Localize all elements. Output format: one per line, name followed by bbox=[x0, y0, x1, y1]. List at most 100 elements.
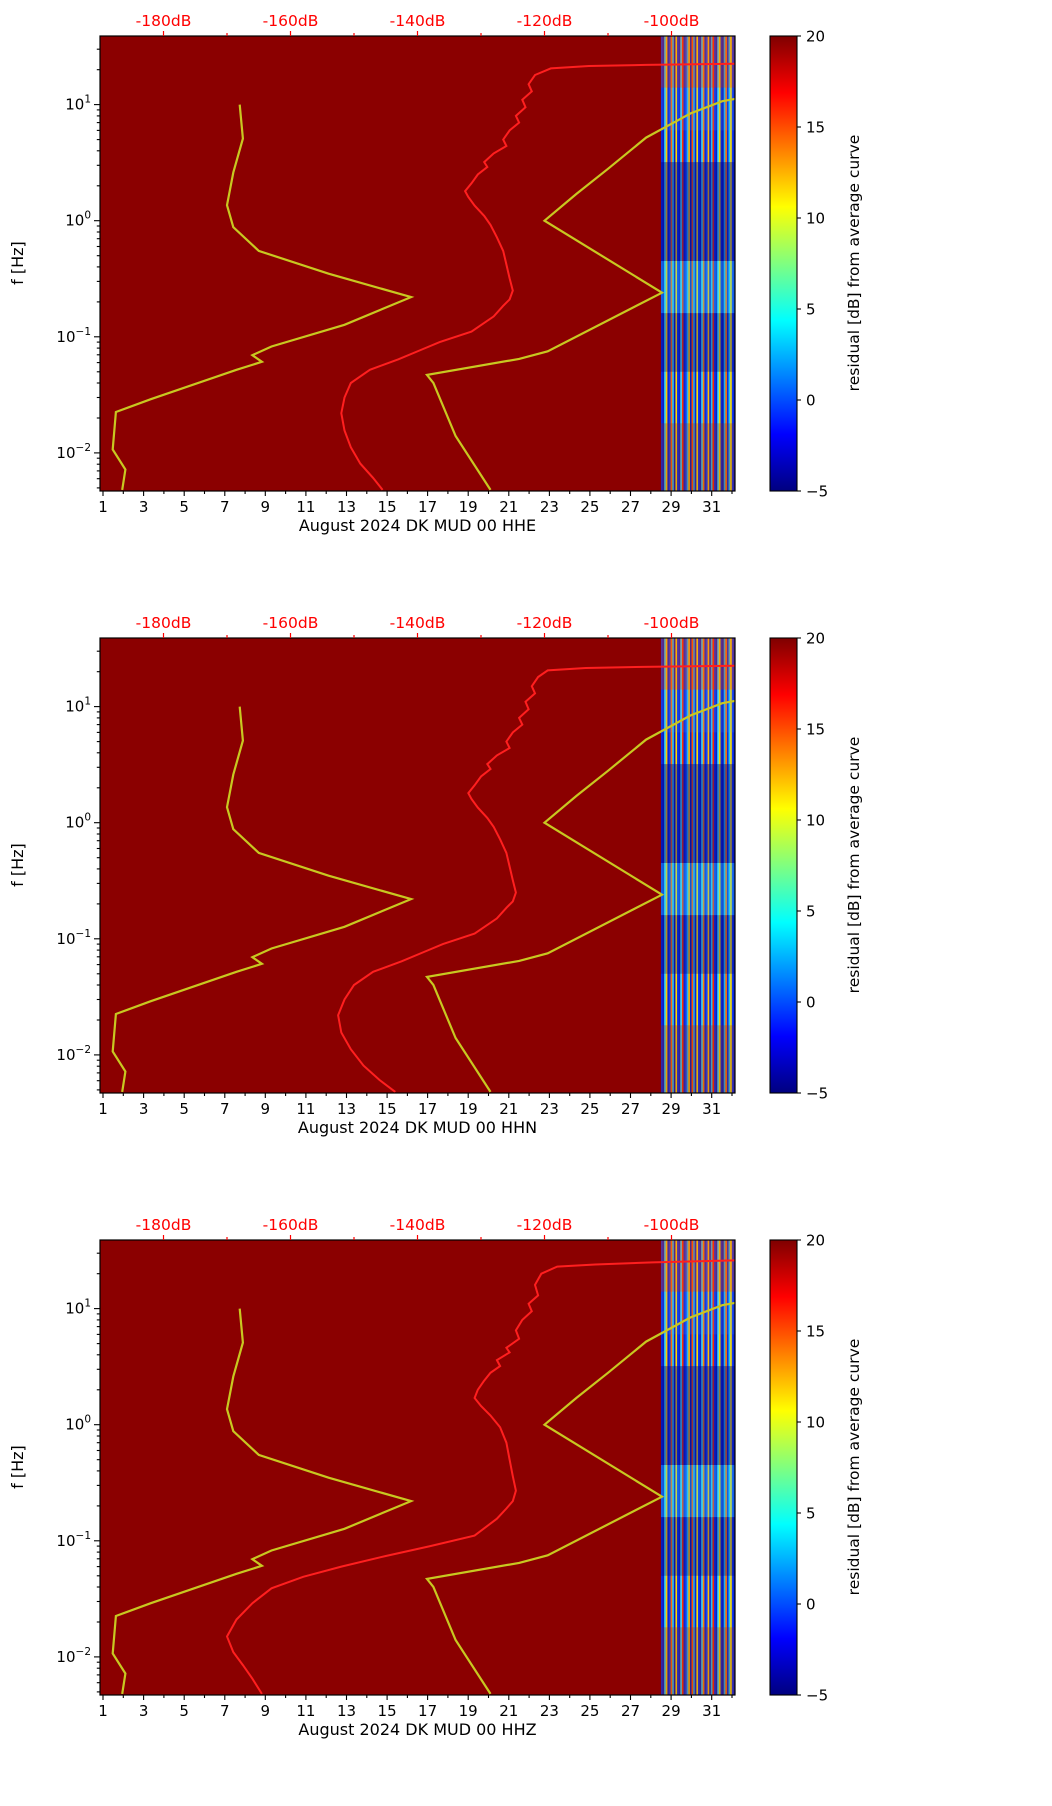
x-tick-label: 17 bbox=[418, 1702, 437, 1720]
spectrogram-column bbox=[694, 1240, 697, 1695]
spectrogram-band-overlay bbox=[660, 162, 735, 261]
colorbar bbox=[769, 35, 798, 492]
spectrogram-column bbox=[664, 1240, 667, 1695]
x-tick-label: 23 bbox=[540, 1702, 559, 1720]
x-tick-label: 13 bbox=[337, 498, 356, 516]
spectrogram-column bbox=[725, 1240, 728, 1695]
spectrogram-column bbox=[720, 638, 723, 1093]
spectrogram-column bbox=[706, 1240, 709, 1695]
y-axis-title: f [Hz] bbox=[8, 843, 27, 887]
spectrogram-column bbox=[726, 1240, 729, 1695]
panel-hhz: 1 3 5 7 9 11 13 15 17 19 21 23 25 27 29 31 10−2 10−1 100 10… bbox=[0, 1204, 1052, 1806]
spectrogram-column bbox=[673, 638, 676, 1093]
x-tick-label: 5 bbox=[179, 1100, 189, 1118]
spectrogram-column bbox=[685, 1240, 688, 1695]
spectrogram-column bbox=[699, 36, 702, 491]
spectrogram-column bbox=[677, 638, 680, 1093]
spectrogram-column bbox=[681, 1240, 684, 1695]
colorbar-title: residual [dB] from average curve bbox=[845, 736, 863, 994]
x-tick-label: 5 bbox=[179, 498, 189, 516]
spectrogram-column bbox=[696, 36, 699, 491]
colorbar bbox=[769, 1239, 798, 1696]
spectrogram-column bbox=[680, 36, 683, 491]
spectrogram-column bbox=[717, 36, 720, 491]
spectrogram-column bbox=[667, 638, 670, 1093]
x-tick-label: 1 bbox=[98, 498, 108, 516]
spectrogram-column bbox=[722, 1240, 725, 1695]
spectrogram-column bbox=[678, 638, 681, 1093]
spectrogram-column bbox=[731, 1240, 734, 1695]
panel-hhn: 1 3 5 7 9 11 13 15 17 19 21 23 25 27 29 31 10−2 10−1 100 10… bbox=[0, 602, 1052, 1204]
x-tick-label: 31 bbox=[702, 1100, 721, 1118]
spectrogram-band-overlay bbox=[660, 638, 735, 690]
x-tick-label: 1 bbox=[98, 1702, 108, 1720]
x-tick-label: 31 bbox=[702, 1702, 721, 1720]
spectrogram-band-overlay bbox=[660, 313, 735, 372]
spectrogram-column bbox=[706, 36, 709, 491]
y-tick-label: 100 bbox=[65, 1414, 91, 1434]
y-tick-label: 10−2 bbox=[56, 442, 91, 462]
top-axis-label: -120dB bbox=[517, 12, 573, 30]
x-tick-label: 15 bbox=[378, 1702, 397, 1720]
top-axis-label: -160dB bbox=[263, 12, 319, 30]
y-tick-label: 100 bbox=[65, 812, 91, 832]
x-tick-label: 7 bbox=[220, 498, 230, 516]
x-tick-label: 19 bbox=[459, 1100, 478, 1118]
top-axis-label: -100dB bbox=[644, 12, 700, 30]
y-tick-label: 10−1 bbox=[56, 928, 91, 948]
spectrogram-column bbox=[699, 638, 702, 1093]
spectrogram-column bbox=[694, 638, 697, 1093]
noise-model-low-curve bbox=[111, 706, 415, 1093]
colorbar-tick-label: 10 bbox=[806, 812, 825, 830]
noise-model-high-curve bbox=[424, 97, 735, 491]
spectrogram-band-overlay bbox=[660, 260, 735, 314]
spectrogram-column bbox=[720, 36, 723, 491]
spectrogram-column bbox=[718, 36, 721, 491]
top-axis-label: -140dB bbox=[390, 1216, 446, 1234]
top-axis-label: -120dB bbox=[517, 614, 573, 632]
x-tick-label: 13 bbox=[337, 1702, 356, 1720]
spectrogram-column bbox=[701, 1240, 704, 1695]
mean-psd-curve bbox=[337, 664, 735, 1093]
colorbar-tick-label: 0 bbox=[806, 392, 816, 410]
colorbar-tick-label: −5 bbox=[806, 1687, 828, 1705]
spectrogram-column bbox=[715, 1240, 718, 1695]
top-axis-label: -160dB bbox=[263, 614, 319, 632]
spectrogram-column bbox=[681, 36, 684, 491]
spectrogram-column bbox=[686, 36, 689, 491]
colorbar-tick-label: 5 bbox=[806, 903, 816, 921]
x-tick-label: 17 bbox=[418, 1100, 437, 1118]
spectrogram-column bbox=[730, 638, 733, 1093]
spectrogram-column bbox=[670, 1240, 673, 1695]
top-axis-label: -100dB bbox=[644, 614, 700, 632]
noise-model-high-curve bbox=[424, 699, 735, 1093]
spectrogram-column bbox=[677, 36, 680, 491]
y-tick-label: 101 bbox=[65, 1298, 91, 1318]
spectrogram-column bbox=[717, 638, 720, 1093]
x-tick-label: 11 bbox=[296, 1702, 315, 1720]
spectrogram-column bbox=[686, 638, 689, 1093]
spectrogram-column bbox=[722, 36, 725, 491]
spectrogram-column bbox=[712, 36, 715, 491]
plot-canvas-hhn: 1 3 5 7 9 11 13 15 17 19 21 23 25 27 29 3110−210−110010… bbox=[56, 614, 828, 1118]
x-tick-label: 23 bbox=[540, 498, 559, 516]
spectrogram-column bbox=[694, 36, 697, 491]
spectrogram-column bbox=[662, 1240, 665, 1695]
spectrogram-column bbox=[685, 36, 688, 491]
x-tick-label: 29 bbox=[662, 498, 681, 516]
x-tick-label: 11 bbox=[296, 1100, 315, 1118]
spectrogram-column bbox=[699, 1240, 702, 1695]
spectrogram-column bbox=[670, 36, 673, 491]
colorbar-tick-label: 0 bbox=[806, 994, 816, 1012]
spectrogram-column bbox=[664, 36, 667, 491]
spectrogram-column bbox=[673, 1240, 676, 1695]
spectrogram-column bbox=[730, 1240, 733, 1695]
spectrogram-column bbox=[706, 638, 709, 1093]
spectrogram-column bbox=[728, 1240, 731, 1695]
plot-canvas-hhe: 1 3 5 7 9 11 13 15 17 19 21 23 25 27 29 3110−210−110010… bbox=[56, 12, 828, 516]
colorbar-tick-label: 15 bbox=[806, 721, 825, 739]
y-tick-label: 101 bbox=[65, 94, 91, 114]
spectrogram-column bbox=[689, 1240, 692, 1695]
top-axis-label: -180dB bbox=[136, 614, 192, 632]
